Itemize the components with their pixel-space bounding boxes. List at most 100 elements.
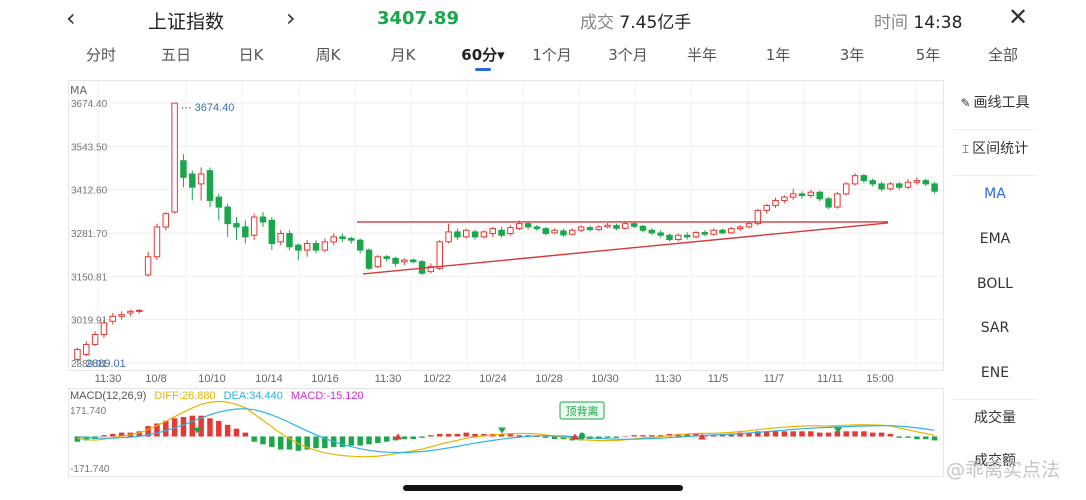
y-tick-label: 2889.01 bbox=[71, 359, 108, 370]
sidebar-item-7[interactable]: 成交量 bbox=[953, 400, 1037, 436]
candle bbox=[356, 238, 364, 254]
candle bbox=[83, 341, 90, 357]
tab-10[interactable]: 3年 bbox=[839, 46, 865, 64]
tab-11[interactable]: 5年 bbox=[915, 46, 941, 64]
candle bbox=[834, 192, 841, 209]
candle bbox=[842, 182, 850, 196]
candle-body bbox=[233, 223, 240, 228]
x-tick-label: 11:30 bbox=[655, 373, 682, 385]
tab-5[interactable]: 60分▾ bbox=[461, 46, 505, 64]
tab-0[interactable]: 分时 bbox=[85, 46, 117, 64]
macd-histogram-bar bbox=[286, 436, 293, 450]
candle-body bbox=[595, 226, 603, 231]
kline-chart[interactable]: 3674.40 3543.50 3412.60 3281.70 3150.81 3019.… bbox=[68, 80, 944, 480]
macd-histogram-bar bbox=[118, 432, 125, 437]
candle bbox=[754, 208, 762, 226]
volume-readout: 成交 7.45亿手 bbox=[580, 8, 691, 33]
macd-histogram-bar bbox=[463, 432, 469, 437]
macd-histogram-bar bbox=[269, 436, 275, 447]
candle-body bbox=[648, 229, 656, 234]
candle-body bbox=[286, 233, 293, 248]
macd-histogram-bar bbox=[454, 433, 461, 437]
indicator-sidebar: ✎ 画线工具 ⌶ 区间统计 MA EMA BOLL SAR ENE 成交量 成交额 bbox=[953, 80, 1037, 469]
tab-8[interactable]: 半年 bbox=[686, 46, 718, 64]
y-tick-label: 3019.91 bbox=[71, 316, 108, 327]
x-tick-label: 10/10 bbox=[198, 373, 226, 385]
macd-legend-item: DEA:34.440 bbox=[224, 390, 283, 402]
candle-body bbox=[789, 193, 797, 198]
candle bbox=[180, 154, 187, 188]
sidebar-item-4[interactable]: BOLL bbox=[953, 266, 1037, 302]
tab-9[interactable]: 1年 bbox=[765, 46, 791, 64]
sidebar-item-6[interactable]: ENE bbox=[953, 355, 1037, 391]
candle-body bbox=[533, 226, 541, 230]
candle bbox=[454, 228, 461, 241]
candle-body bbox=[454, 231, 461, 238]
tab-12[interactable]: 全部 bbox=[987, 46, 1019, 64]
candle-body bbox=[719, 229, 726, 234]
macd-histogram-bar bbox=[472, 433, 478, 437]
candle bbox=[560, 228, 567, 237]
min-price-label: 2889.01 bbox=[86, 358, 126, 370]
candle-body bbox=[259, 216, 267, 223]
macd-histogram-bar bbox=[622, 436, 629, 437]
candle-body bbox=[144, 256, 152, 276]
candle bbox=[692, 230, 700, 239]
tab-7[interactable]: 3个月 bbox=[608, 46, 648, 64]
candle-body bbox=[480, 231, 488, 238]
candle-body bbox=[197, 173, 205, 185]
candle bbox=[922, 178, 929, 186]
sidebar-item-2[interactable]: MA bbox=[953, 176, 1037, 212]
macd-histogram-bar bbox=[869, 432, 876, 437]
candle bbox=[74, 347, 81, 362]
candle-body bbox=[551, 229, 558, 234]
home-indicator[interactable] bbox=[403, 485, 683, 491]
candle bbox=[710, 228, 717, 236]
candle-body bbox=[524, 223, 532, 228]
tab-3[interactable]: 周K bbox=[315, 46, 341, 64]
candle bbox=[781, 195, 788, 204]
buy-signal-marker bbox=[394, 433, 402, 440]
candle-body bbox=[666, 234, 673, 241]
candle-body bbox=[586, 227, 594, 231]
x-tick-label: 10/28 bbox=[535, 373, 563, 385]
candle-body bbox=[701, 232, 709, 235]
top-bar: ‹ 上证指数 › 3407.89 成交 7.45亿手 时间 14:38 ✕ bbox=[0, 0, 1086, 36]
candle bbox=[763, 203, 770, 214]
candle-body bbox=[542, 228, 550, 235]
macd-histogram-bar bbox=[613, 436, 620, 438]
volume-label: 成交 bbox=[580, 13, 614, 33]
candle-body bbox=[445, 231, 452, 243]
candle bbox=[153, 223, 161, 261]
tab-6[interactable]: 1个月 bbox=[532, 46, 572, 64]
sidebar-item-3[interactable]: EMA bbox=[953, 221, 1037, 257]
candle bbox=[745, 222, 753, 229]
x-tick-label: 11:30 bbox=[95, 373, 122, 385]
tab-2[interactable]: 日K bbox=[238, 46, 264, 64]
macd-histogram-bar bbox=[790, 431, 796, 437]
sidebar-item-5[interactable]: SAR bbox=[953, 310, 1037, 346]
macd-histogram-bar bbox=[110, 433, 116, 437]
candle bbox=[250, 213, 258, 241]
candle bbox=[427, 263, 435, 274]
watermark: @乖离实点法 bbox=[946, 459, 1061, 481]
candle bbox=[100, 319, 108, 338]
tab-1[interactable]: 五日 bbox=[160, 46, 192, 64]
candle bbox=[348, 236, 355, 244]
candle bbox=[127, 309, 134, 317]
sidebar-item-8[interactable]: 成交额 bbox=[953, 443, 1037, 479]
sell-signal-marker bbox=[193, 427, 201, 434]
back-chevron-icon[interactable]: ‹ bbox=[66, 4, 76, 32]
forward-chevron-icon[interactable]: › bbox=[286, 4, 296, 32]
volume-value: 7.45亿手 bbox=[619, 13, 692, 33]
macd-histogram-bar bbox=[436, 433, 443, 437]
sidebar-item-0[interactable]: ✎ 画线工具 bbox=[953, 85, 1037, 121]
close-icon[interactable]: ✕ bbox=[1008, 3, 1029, 31]
tab-4[interactable]: 月K bbox=[390, 46, 416, 64]
macd-histogram-bar bbox=[560, 436, 567, 440]
x-tick-label: 11:30 bbox=[375, 373, 402, 385]
candle-body bbox=[622, 223, 629, 229]
macd-histogram-bar bbox=[163, 420, 169, 437]
sidebar-item-label: 区间统计 bbox=[972, 141, 1029, 157]
sidebar-item-1[interactable]: ⌶ 区间统计 bbox=[953, 131, 1037, 167]
